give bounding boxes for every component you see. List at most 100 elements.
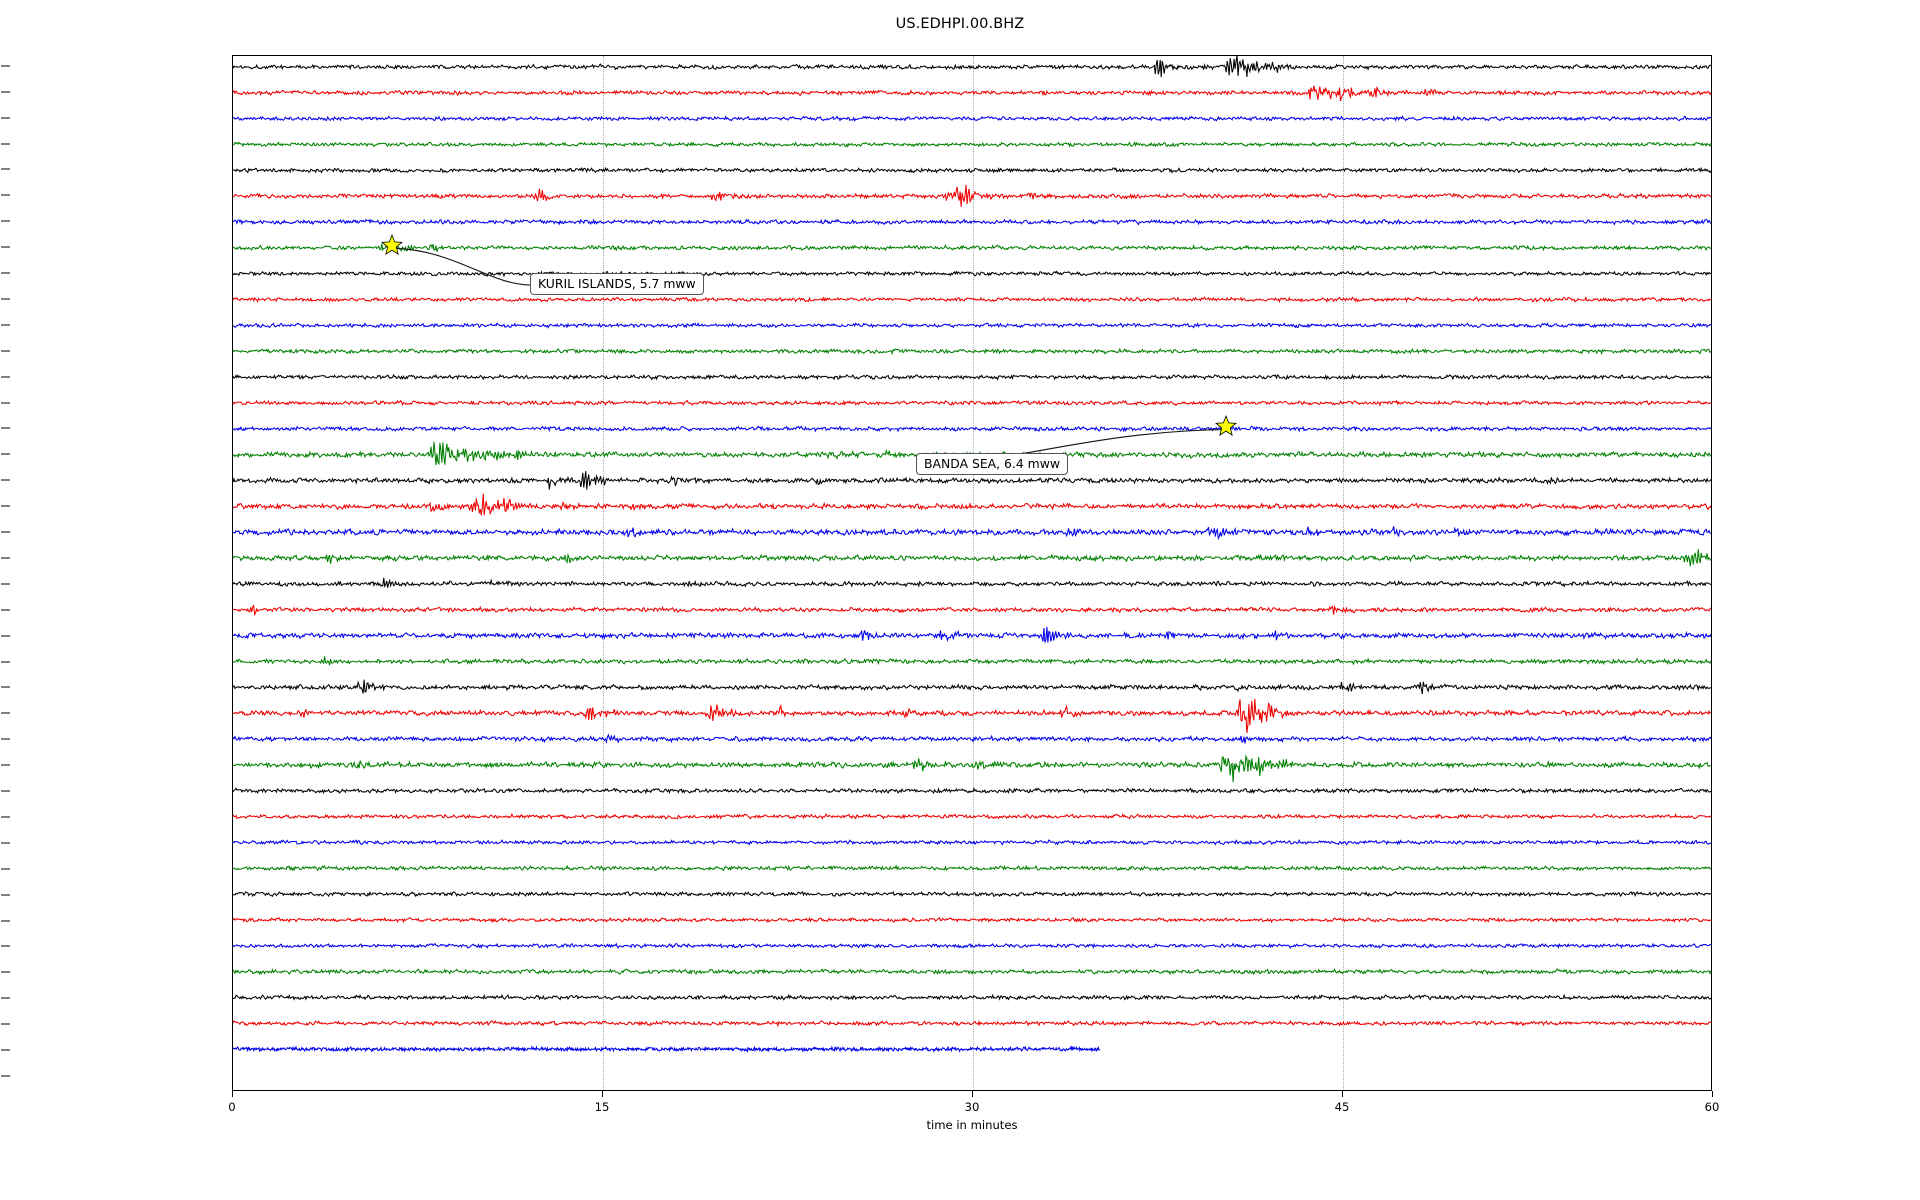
y-tick-mark (1, 246, 10, 248)
trace-row (233, 944, 1711, 948)
y-tick-mark (1, 453, 10, 455)
y-tick-mark (1, 117, 10, 119)
y-tick-mark (1, 790, 10, 792)
y-tick-mark (1, 920, 10, 922)
y-tick-mark (1, 324, 10, 326)
trace-row (233, 606, 1711, 615)
trace-row (233, 814, 1711, 819)
y-tick-mark (1, 661, 10, 663)
trace-row (233, 892, 1711, 897)
trace-row (233, 168, 1711, 173)
x-tick-label: 45 (1334, 1100, 1350, 1114)
trace-row (233, 401, 1711, 406)
y-tick-mark (1, 350, 10, 352)
x-tick-mark (972, 1091, 973, 1097)
trace-row (233, 86, 1711, 101)
y-tick-mark (1, 402, 10, 404)
trace-row (233, 578, 1711, 588)
trace-row (233, 866, 1711, 870)
trace-row (233, 1047, 1100, 1051)
trace-row (233, 349, 1711, 354)
y-tick-mark (1, 220, 10, 222)
trace-row (233, 788, 1711, 793)
y-tick-mark (1, 194, 10, 196)
y-tick-mark (1, 686, 10, 688)
seismic-traces (233, 56, 1711, 1090)
plot-inner (233, 56, 1711, 1090)
trace-row (233, 735, 1711, 744)
trace-row (233, 185, 1711, 207)
x-tick-label: 15 (594, 1100, 610, 1114)
plot-area (232, 55, 1712, 1091)
gridline (973, 56, 974, 1090)
trace-row (233, 526, 1711, 538)
y-tick-mark (1, 479, 10, 481)
kuril-islands-event-label[interactable]: KURIL ISLANDS, 5.7 mww (530, 273, 704, 296)
trace-row (233, 627, 1711, 643)
y-tick-mark (1, 997, 10, 999)
trace-row (233, 756, 1711, 782)
x-tick-label: 30 (964, 1100, 980, 1114)
y-axis-labels: 00:00:0801:00:0802:00:0803:00:0804:00:08… (0, 55, 232, 1091)
trace-row (233, 297, 1711, 302)
x-axis-title: time in minutes (926, 1118, 1018, 1132)
y-tick-mark (1, 609, 10, 611)
gridline (1343, 56, 1344, 1090)
y-tick-mark (1, 868, 10, 870)
x-tick-label: 60 (1704, 1100, 1720, 1114)
y-tick-mark (1, 1023, 10, 1025)
trace-row (233, 426, 1711, 431)
trace-row (233, 680, 1711, 694)
trace-row (233, 840, 1711, 845)
trace-row (233, 471, 1711, 489)
y-tick-mark (1, 1049, 10, 1051)
y-tick-mark (1, 376, 10, 378)
banda-sea-event-label[interactable]: BANDA SEA, 6.4 mww (916, 453, 1069, 476)
gridline (603, 56, 604, 1090)
y-tick-mark (1, 143, 10, 145)
x-tick-mark (1712, 1091, 1713, 1097)
trace-row (233, 375, 1711, 380)
y-tick-mark (1, 894, 10, 896)
y-tick-mark (1, 971, 10, 973)
trace-row (233, 656, 1711, 665)
y-tick-mark (1, 91, 10, 93)
y-tick-mark (1, 272, 10, 274)
x-axis-ticks: 0 15 30 45 60 (228, 1091, 1719, 1131)
page-title: US.EDHPI.00.BHZ (895, 16, 1025, 32)
y-tick-mark (1, 557, 10, 559)
trace-row (233, 1021, 1711, 1026)
y-tick-mark (1, 764, 10, 766)
x-tick-label: 0 (228, 1100, 236, 1114)
y-tick-mark (1, 842, 10, 844)
y-tick-mark (1, 1075, 10, 1077)
event-star-marker[interactable] (1215, 415, 1238, 441)
y-tick-mark (1, 427, 10, 429)
x-tick-mark (1342, 1091, 1343, 1097)
y-tick-mark (1, 816, 10, 818)
y-tick-mark (1, 945, 10, 947)
trace-row (233, 918, 1711, 922)
trace-row (233, 995, 1711, 1000)
x-tick-mark (232, 1091, 233, 1097)
trace-row (233, 494, 1711, 516)
y-tick-mark (1, 298, 10, 300)
y-tick-mark (1, 738, 10, 740)
trace-row (233, 116, 1711, 120)
event-star-marker[interactable] (381, 234, 404, 260)
trace-row (233, 969, 1711, 974)
y-tick-mark (1, 635, 10, 637)
trace-row (233, 549, 1711, 566)
trace-row (233, 699, 1711, 733)
trace-row (233, 142, 1711, 146)
y-tick-mark (1, 168, 10, 170)
y-tick-mark (1, 65, 10, 67)
y-tick-mark (1, 583, 10, 585)
trace-row (233, 220, 1711, 225)
trace-row (233, 271, 1711, 276)
trace-row (233, 244, 1711, 252)
y-tick-mark (1, 505, 10, 507)
trace-row (233, 56, 1711, 77)
y-tick-mark (1, 531, 10, 533)
